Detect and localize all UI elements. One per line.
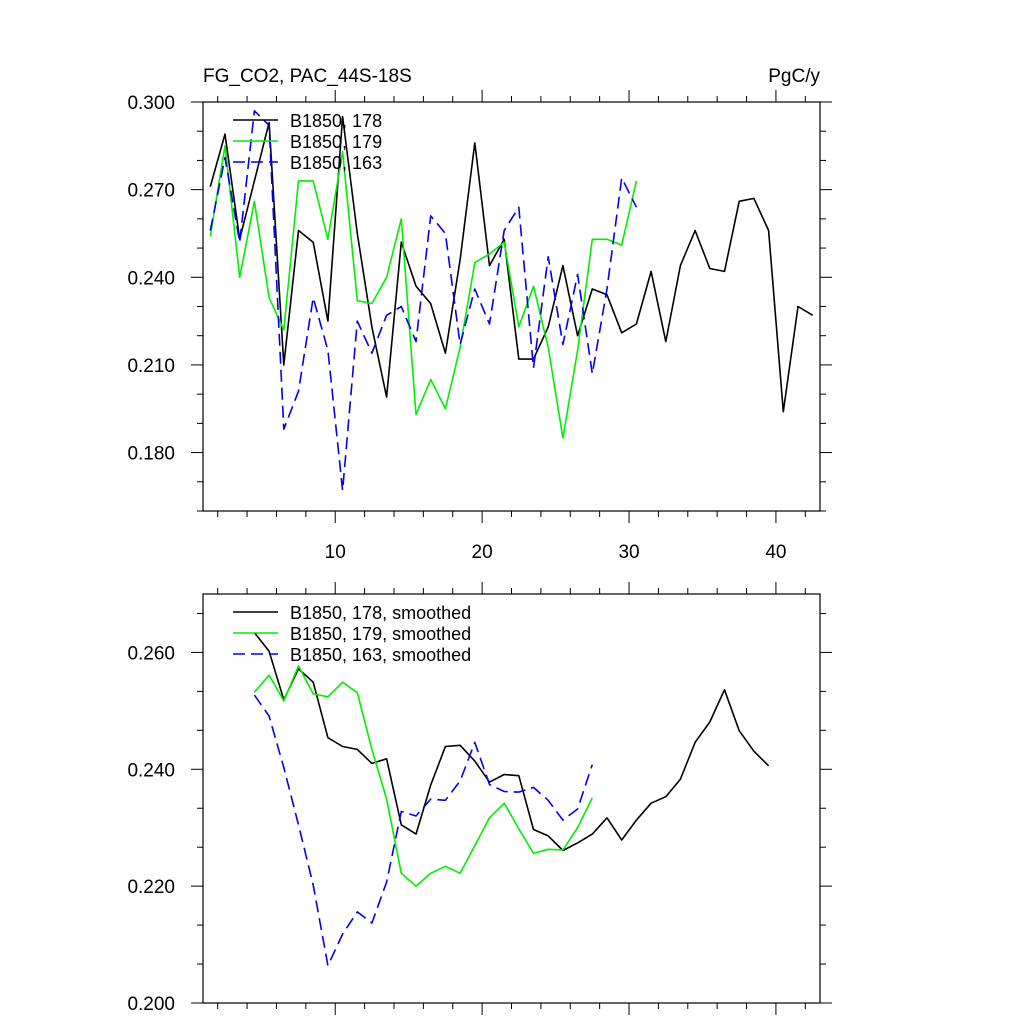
- bottom-lines: [253, 632, 770, 967]
- y-tick-label: 0.270: [127, 181, 175, 202]
- y-tick-label: 0.180: [127, 444, 175, 465]
- bottom-ticks: 0.200 0.220 0.240 0.260: [127, 582, 832, 1015]
- legend-label-3: B1850, 163: [290, 153, 382, 173]
- y-tick-label: 0.240: [127, 760, 175, 781]
- top-ticks: 10 20 30 40 0.180 0.210 0.240 0.270 0.300: [127, 90, 832, 563]
- top-lines: [209, 110, 814, 492]
- series-line-3: [209, 110, 638, 492]
- y-tick-label: 0.210: [127, 356, 175, 377]
- bottom-frame: [202, 593, 821, 1004]
- units-label: PgC/y: [768, 66, 820, 87]
- top-frame: [202, 101, 821, 512]
- x-tick-label: 10: [325, 542, 346, 563]
- x-tick-label: 30: [618, 542, 639, 563]
- legend-label-2: B1850, 179: [290, 132, 382, 152]
- y-tick-label: 0.300: [127, 93, 175, 114]
- legend-label-1: B1850, 178: [290, 111, 382, 131]
- y-tick-label: 0.260: [127, 643, 175, 664]
- y-tick-label: 0.240: [127, 268, 175, 289]
- series-line-2: [253, 665, 594, 887]
- x-tick-label: 40: [765, 542, 786, 563]
- legend-label-1: B1850, 178, smoothed: [290, 603, 471, 623]
- x-tick-label: 20: [472, 542, 493, 563]
- y-tick-label: 0.220: [127, 877, 175, 898]
- series-line-3: [253, 694, 594, 967]
- legend-label-3: B1850, 163, smoothed: [290, 645, 471, 665]
- bottom-plot: 0.200 0.220 0.240 0.260 B1850, 178, smoothe…: [127, 582, 832, 1015]
- y-tick-label: 0.200: [127, 994, 175, 1015]
- series-line-1: [253, 632, 770, 852]
- chart-title: FG_CO2, PAC_44S-18S: [203, 66, 412, 87]
- series-line-2: [209, 145, 638, 439]
- series-line-1: [209, 115, 814, 413]
- top-plot: 10 20 30 40 0.180 0.210 0.240 0.270 0.300 B1850,…: [127, 90, 832, 563]
- legend-label-2: B1850, 179, smoothed: [290, 624, 471, 644]
